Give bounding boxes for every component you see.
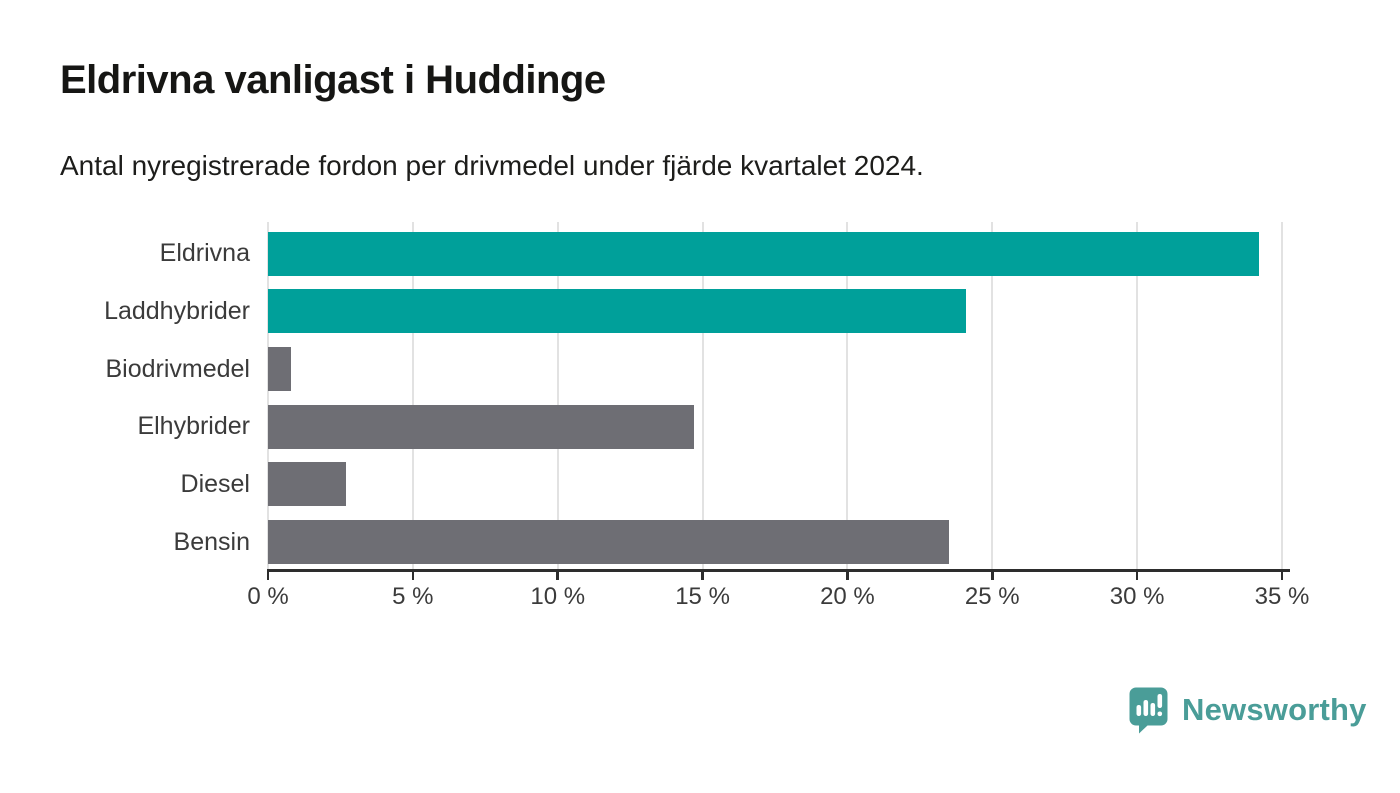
x-axis-tick — [556, 569, 559, 580]
gridline-30 — [1136, 222, 1139, 571]
gridline-25 — [991, 222, 994, 571]
gridline-0 — [267, 222, 269, 571]
x-axis-tick — [1280, 569, 1284, 580]
x-axis-tick — [991, 569, 994, 580]
x-tick-label: 10 % — [530, 583, 586, 610]
bar-bensin — [268, 520, 949, 565]
x-tick-label: 25 % — [964, 583, 1020, 610]
x-axis-tick — [266, 569, 270, 580]
y-axis-category-labels: Eldrivna Laddhybrider Biodrivmedel Elhybrid… — [0, 225, 250, 571]
bar-row — [268, 513, 1282, 571]
x-axis-tick — [846, 569, 849, 580]
bar-elhybrider — [268, 404, 694, 449]
bar-row — [268, 225, 1282, 283]
newsworthy-logo: Newsworthy — [1128, 686, 1367, 734]
chart-title: Eldrivna vanligast i Huddinge — [60, 58, 606, 102]
x-tick-label: 0 % — [247, 583, 289, 610]
gridline-15 — [701, 222, 704, 571]
newsworthy-logo-icon — [1129, 687, 1168, 734]
bar-eldrivna — [268, 231, 1259, 276]
category-label: Diesel — [180, 469, 250, 498]
bar-row — [268, 398, 1282, 456]
gridline-5 — [411, 222, 414, 571]
x-axis-tick — [1135, 569, 1139, 580]
x-tick-label: 5 % — [392, 583, 434, 610]
gridline-10 — [556, 222, 559, 571]
x-tick-label: 20 % — [820, 583, 875, 610]
x-tick-label: 30 % — [1109, 583, 1165, 610]
bar-row — [268, 340, 1282, 398]
x-axis-line — [267, 569, 1290, 572]
gridline-35 — [1281, 222, 1283, 571]
bar-chart-plot-area — [267, 222, 1283, 571]
bar-biodrivmedel — [268, 347, 292, 392]
bar-diesel — [268, 462, 347, 507]
category-label: Elhybrider — [137, 412, 250, 441]
bar-row — [268, 456, 1282, 514]
newsworthy-logo-text: Newsworthy — [1182, 692, 1367, 727]
bar-laddhybrider — [268, 289, 967, 334]
gridline-20 — [846, 222, 849, 571]
x-tick-label: 35 % — [1254, 583, 1310, 610]
category-label: Bensin — [173, 527, 250, 556]
x-axis-tick — [701, 569, 704, 580]
category-label: Biodrivmedel — [105, 354, 250, 383]
x-axis-tick — [411, 569, 415, 580]
category-label: Laddhybrider — [104, 296, 250, 325]
category-label: Eldrivna — [159, 239, 250, 268]
bar-row — [268, 283, 1282, 341]
x-tick-label: 15 % — [675, 583, 730, 610]
chart-subtitle: Antal nyregistrerade fordon per drivmede… — [60, 150, 924, 181]
